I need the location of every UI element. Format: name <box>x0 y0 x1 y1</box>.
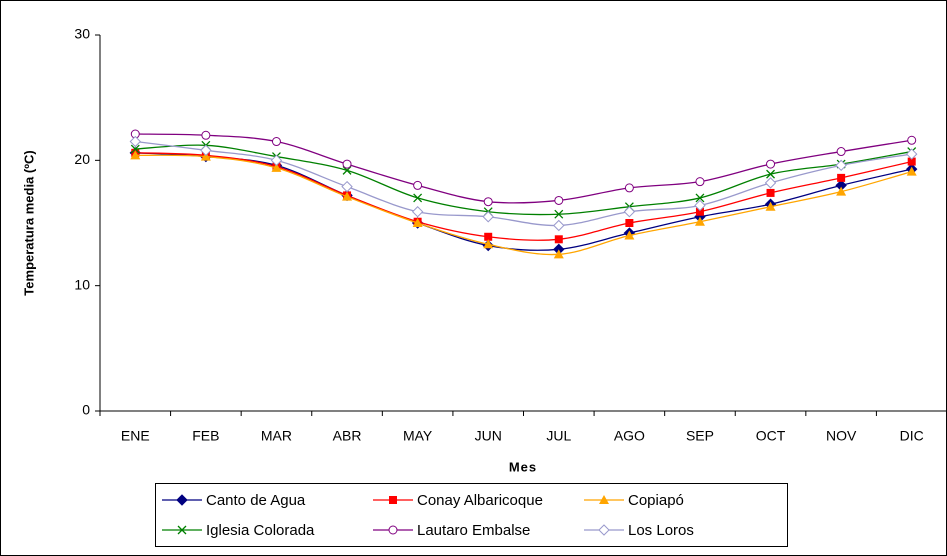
marker <box>836 147 846 157</box>
marker <box>907 157 916 166</box>
marker <box>625 219 634 227</box>
marker <box>389 496 397 504</box>
marker <box>483 239 494 249</box>
marker <box>200 144 212 157</box>
marker <box>624 183 634 193</box>
legend-label: Copiapó <box>628 492 684 509</box>
marker <box>484 232 493 241</box>
marker <box>388 525 398 535</box>
marker <box>342 159 352 169</box>
marker <box>837 173 846 182</box>
legend <box>155 483 788 547</box>
marker <box>201 130 211 140</box>
legend-label: Los Loros <box>628 522 694 539</box>
marker <box>695 177 705 187</box>
marker <box>766 169 776 179</box>
series-line <box>135 154 912 256</box>
x-tick-label: JUN <box>475 428 502 444</box>
marker <box>554 195 564 205</box>
marker <box>342 191 353 201</box>
x-tick-label: ENE <box>121 428 150 444</box>
series-line <box>135 152 912 241</box>
marker <box>553 249 564 259</box>
marker <box>270 154 283 167</box>
marker <box>411 206 424 218</box>
marker <box>554 209 564 219</box>
marker <box>836 186 847 196</box>
marker <box>413 193 423 203</box>
series-line <box>135 133 912 204</box>
marker <box>906 166 917 176</box>
marker <box>694 199 706 212</box>
x-tick-label: MAR <box>261 428 292 444</box>
marker <box>694 216 705 226</box>
marker <box>271 162 282 172</box>
series-line <box>135 144 912 216</box>
marker <box>906 148 918 160</box>
series-line <box>135 140 912 227</box>
legend-label: Conay Albaricoque <box>417 492 543 509</box>
marker <box>482 211 494 223</box>
marker <box>766 188 775 197</box>
x-tick-label: NOV <box>826 428 857 444</box>
marker <box>176 494 188 506</box>
x-tick-label: AGO <box>614 428 645 444</box>
x-tick-label: JUL <box>546 428 571 444</box>
legend-label: Canto de Agua <box>206 492 306 509</box>
marker <box>554 235 563 244</box>
marker <box>599 495 609 504</box>
marker <box>623 206 636 218</box>
marker <box>835 159 847 172</box>
marker <box>695 207 704 216</box>
marker <box>764 177 777 189</box>
marker <box>413 180 423 190</box>
marker <box>598 524 610 536</box>
y-tick-label: 0 <box>82 402 90 418</box>
x-tick-label: ABR <box>333 428 362 444</box>
marker <box>177 525 187 535</box>
x-tick-label: OCT <box>756 428 786 444</box>
marker <box>483 197 493 207</box>
y-tick-label: 20 <box>74 151 90 167</box>
legend-label: Iglesia Colorada <box>206 522 315 539</box>
legend-label: Lautaro Embalse <box>417 522 530 539</box>
y-tick-label: 10 <box>74 276 90 292</box>
marker <box>200 151 211 161</box>
marker <box>553 219 565 232</box>
marker <box>130 144 140 154</box>
marker <box>130 150 141 160</box>
marker <box>766 159 776 169</box>
marker <box>907 135 917 145</box>
x-tick-label: MAY <box>403 428 433 444</box>
marker <box>624 230 635 240</box>
marker <box>129 135 141 148</box>
x-axis-title: Mes <box>509 459 537 474</box>
x-tick-label: FEB <box>192 428 219 444</box>
marker <box>412 218 423 227</box>
y-axis-title: Temperatura media (ºC) <box>21 150 36 295</box>
marker <box>695 193 705 203</box>
x-tick-label: SEP <box>686 428 714 444</box>
marker <box>765 201 776 211</box>
x-tick-label: DIC <box>900 428 924 444</box>
y-tick-label: 30 <box>74 26 90 42</box>
series-line <box>135 152 912 251</box>
marker <box>271 137 281 147</box>
marker <box>341 180 353 193</box>
